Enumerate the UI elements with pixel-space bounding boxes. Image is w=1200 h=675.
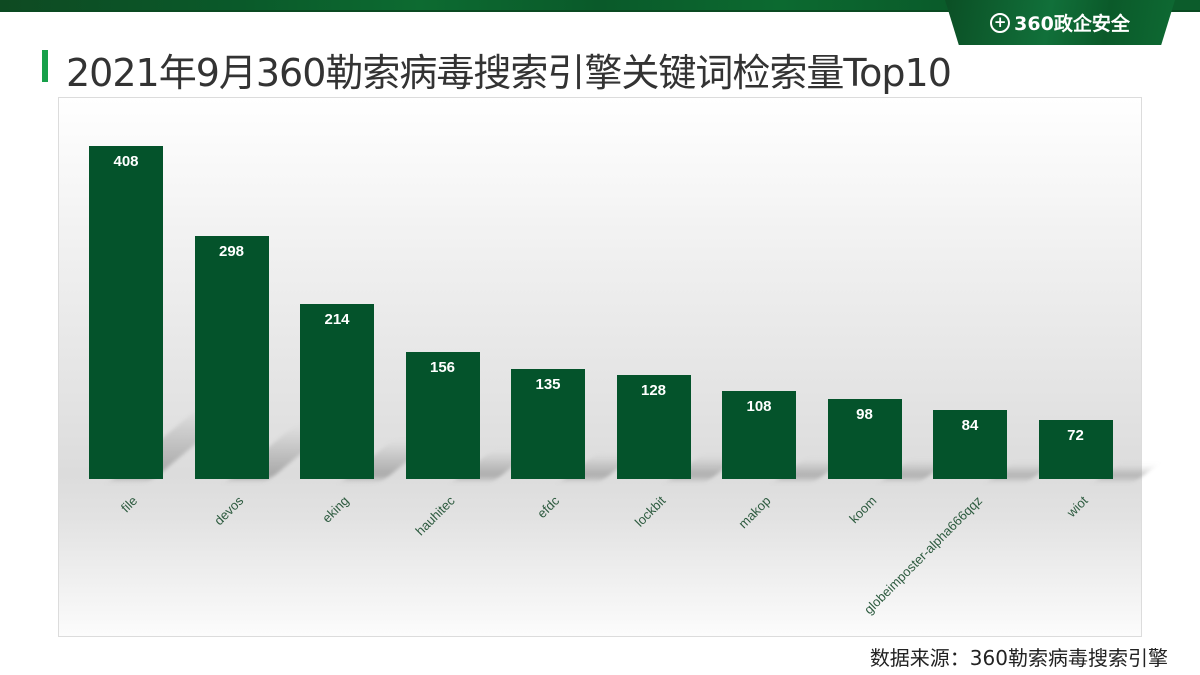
bar-value-label: 108 <box>746 397 772 415</box>
bar-value-label: 128 <box>640 381 667 399</box>
x-axis-label: hauhitec <box>411 493 458 539</box>
bar-devos: 298 <box>194 235 269 479</box>
bar-file: 408 <box>89 146 163 479</box>
top-banner <box>0 0 1200 12</box>
brand-name: 360政企安全 <box>1014 13 1130 35</box>
bar-lockbit: 128 <box>616 374 691 479</box>
x-axis-label: devos <box>210 493 246 529</box>
brand-logo: + 360政企安全 <box>945 0 1175 45</box>
bar-value-label: 98 <box>856 406 873 423</box>
bar-globeimposter-alpha666qqz: 84 <box>933 410 1007 479</box>
bar-koom: 98 <box>827 399 902 479</box>
title-accent-bar <box>42 50 48 82</box>
bar-makop: 108 <box>722 390 796 479</box>
bar-wiot: 72 <box>1038 420 1113 479</box>
bar-value-label: 214 <box>324 311 350 329</box>
bar-value-label: 408 <box>113 153 139 170</box>
page-title: 2021年9月360勒索病毒搜索引擎关键词检索量Top10 <box>66 51 952 95</box>
bar-hauhitec: 156 <box>405 351 480 479</box>
plus-circle-icon: + <box>990 12 1011 33</box>
bar-value-label: 156 <box>429 358 456 376</box>
x-axis-label: lockbit <box>631 493 668 530</box>
x-axis-label: file <box>117 493 141 516</box>
x-axis-label: globeimposter-alpha666qqz <box>860 493 986 618</box>
x-axis-label: makop <box>735 493 774 532</box>
bar-value-label: 72 <box>1067 427 1084 445</box>
x-axis-label: koom <box>845 493 879 527</box>
bar-efdc: 135 <box>511 368 585 479</box>
x-axis-label: eking <box>319 493 352 526</box>
bar-eking: 214 <box>300 304 374 479</box>
bar-value-label: 135 <box>535 375 561 393</box>
x-axis-label: efdc <box>534 493 563 521</box>
bar-value-label: 84 <box>961 417 979 435</box>
bar-value-label: 298 <box>218 242 245 260</box>
x-axis-label: wiot <box>1063 493 1091 520</box>
data-source-note: 数据来源：360勒索病毒搜索引擎 <box>869 646 1168 670</box>
bar-chart: 408 file 298 devos 214 eking 156 hauhitec 135 efd… <box>58 97 1155 637</box>
